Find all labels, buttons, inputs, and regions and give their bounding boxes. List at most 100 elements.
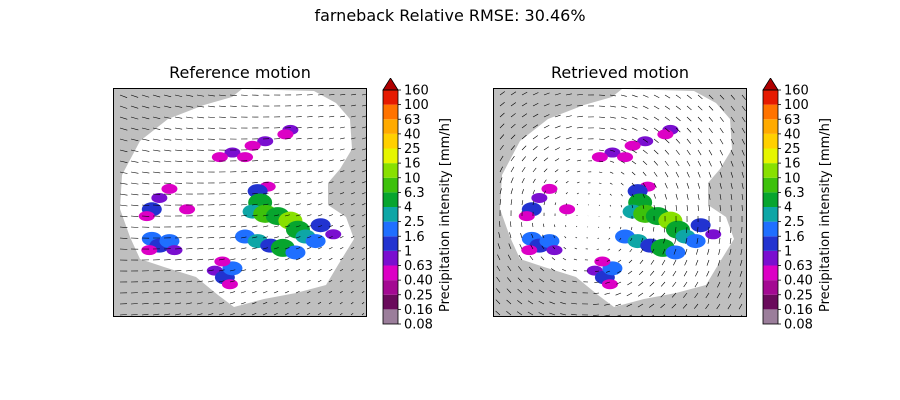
motion-vector	[163, 138, 172, 141]
motion-vector	[499, 134, 505, 140]
motion-vector	[719, 149, 723, 156]
motion-vector	[631, 149, 637, 154]
motion-vector	[719, 105, 725, 111]
colorbar-segment	[383, 148, 398, 164]
motion-vector	[686, 193, 689, 200]
motion-vector	[284, 280, 290, 283]
motion-vector	[361, 148, 366, 151]
motion-vector	[284, 170, 291, 173]
motion-vector	[350, 115, 356, 118]
motion-vector	[593, 314, 600, 316]
motion-vector	[499, 112, 505, 118]
motion-vector	[141, 292, 149, 294]
motion-vector	[251, 192, 258, 195]
motion-vector	[284, 247, 290, 250]
colorbar-segment	[383, 90, 398, 105]
precip-cell	[518, 211, 535, 222]
motion-vector	[694, 281, 699, 288]
motion-vector	[615, 292, 622, 296]
precip-cell	[211, 152, 228, 163]
motion-vector	[641, 237, 644, 242]
motion-vector	[240, 258, 247, 261]
motion-vector	[543, 157, 549, 162]
motion-vector	[361, 225, 366, 228]
motion-vector	[207, 302, 214, 305]
motion-vector	[130, 215, 139, 217]
motion-vector	[741, 138, 745, 145]
motion-vector	[185, 280, 193, 283]
motion-vector	[130, 193, 139, 196]
motion-vector	[361, 269, 365, 272]
motion-vector	[697, 160, 702, 167]
motion-vector	[207, 94, 215, 97]
motion-vector	[697, 138, 702, 145]
motion-vector	[218, 247, 225, 250]
motion-vector	[686, 116, 692, 122]
precip-cell	[521, 245, 538, 256]
motion-vector	[295, 258, 301, 261]
motion-vector	[649, 281, 655, 287]
motion-vector	[141, 105, 150, 109]
motion-vector	[663, 226, 666, 233]
motion-vector	[317, 159, 323, 162]
motion-vector	[609, 226, 611, 229]
motion-vector	[571, 313, 578, 316]
colorbar-segment	[383, 119, 398, 134]
motion-vector	[616, 281, 622, 285]
motion-vector	[549, 290, 556, 294]
motion-vector	[675, 171, 680, 178]
motion-vector	[229, 247, 236, 250]
motion-vector	[130, 226, 139, 228]
motion-vector	[730, 127, 735, 134]
motion-vector	[705, 292, 710, 299]
motion-vector	[719, 160, 723, 167]
motion-vector	[306, 280, 311, 283]
motion-vector	[543, 92, 550, 96]
motion-vector	[576, 126, 583, 129]
motion-vector	[284, 192, 291, 195]
motion-vector	[361, 181, 366, 184]
motion-vector	[629, 248, 633, 253]
motion-vector	[361, 137, 366, 140]
motion-vector	[663, 314, 666, 316]
motion-vector	[637, 292, 644, 297]
motion-vector	[730, 204, 732, 211]
motion-vector	[152, 116, 161, 119]
motion-vector	[631, 138, 638, 143]
motion-vector	[350, 181, 356, 184]
motion-vector	[350, 301, 354, 305]
precip-cell	[257, 136, 274, 147]
motion-vector	[576, 159, 582, 162]
colorbar-tick-label: 100	[784, 98, 809, 113]
colorbar-segment	[763, 294, 778, 310]
motion-vector	[631, 204, 634, 209]
motion-vector	[196, 116, 205, 119]
motion-vector	[640, 248, 644, 253]
colorbar-segment	[763, 236, 778, 251]
motion-vector	[510, 188, 513, 195]
motion-vector	[218, 94, 226, 97]
motion-vector	[361, 280, 365, 283]
motion-vector	[350, 192, 355, 195]
motion-vector	[295, 236, 301, 239]
motion-vector	[361, 170, 366, 173]
motion-vector	[350, 93, 357, 96]
motion-vector	[741, 116, 746, 123]
motion-vector	[609, 149, 615, 152]
motion-vector	[361, 159, 366, 162]
motion-vector	[196, 302, 203, 305]
motion-vector	[620, 94, 627, 97]
map-svg	[495, 89, 746, 316]
motion-vector	[521, 178, 525, 184]
motion-vector	[240, 280, 247, 283]
motion-vector	[642, 149, 648, 154]
motion-vector	[705, 281, 710, 288]
motion-vector	[185, 302, 192, 305]
motion-vector	[550, 279, 556, 283]
motion-vector	[163, 160, 172, 163]
motion-vector	[229, 193, 237, 195]
colorbar-segment	[763, 250, 778, 266]
colorbar-segment	[763, 207, 778, 222]
motion-vector	[328, 170, 334, 173]
motion-vector	[295, 170, 302, 173]
